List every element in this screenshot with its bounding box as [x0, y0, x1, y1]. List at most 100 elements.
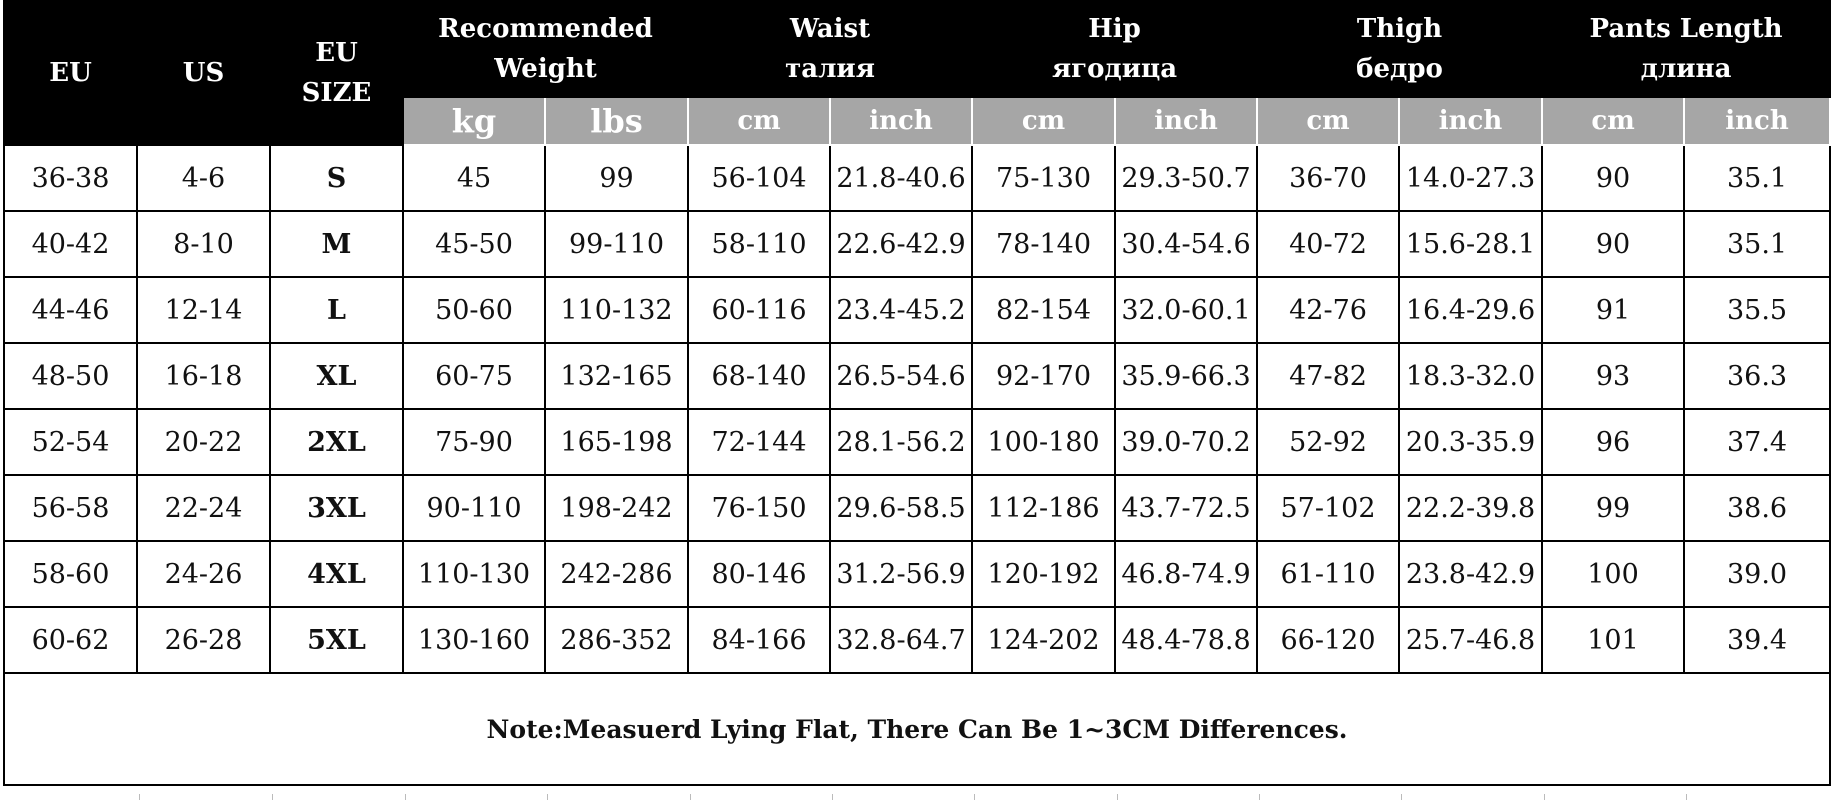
cell-waist-cm: 72-144 — [687, 408, 832, 476]
cell-thigh-inch: 23.8-42.9 — [1398, 540, 1544, 608]
header-eu: EU — [3, 0, 138, 146]
header-hip-line2: ягодица — [1051, 54, 1178, 84]
cell-hip-inch: 46.8-74.9 — [1114, 540, 1259, 608]
cell-weight-kg: 130-160 — [402, 606, 546, 674]
cell-eu-size: 5XL — [269, 606, 404, 674]
cell-length-inch: 35.1 — [1683, 210, 1832, 278]
cell-hip-inch: 32.0-60.1 — [1114, 276, 1259, 344]
header-eu-size-line2: SIZE — [301, 78, 372, 108]
cell-waist-inch: 21.8-40.6 — [829, 144, 974, 212]
cell-weight-lbs: 286-352 — [543, 606, 690, 674]
lower-gridlines — [3, 794, 1829, 800]
cell-eu-size: XL — [269, 342, 404, 410]
cell-length-inch: 39.0 — [1683, 540, 1832, 608]
cell-length-cm: 90 — [1541, 144, 1686, 212]
cell-thigh-cm: 36-70 — [1256, 144, 1401, 212]
cell-eu-size: L — [269, 276, 404, 344]
header-weight-line2: Weight — [494, 54, 597, 84]
cell-hip-cm: 124-202 — [971, 606, 1117, 674]
cell-hip-inch: 48.4-78.8 — [1114, 606, 1259, 674]
cell-weight-lbs: 99-110 — [543, 210, 690, 278]
cell-eu: 44-46 — [3, 276, 138, 344]
header-hip: Hip ягодица — [971, 0, 1259, 98]
cell-weight-lbs: 132-165 — [543, 342, 690, 410]
cell-weight-kg: 50-60 — [402, 276, 546, 344]
cell-waist-cm: 76-150 — [687, 474, 832, 542]
cell-thigh-inch: 16.4-29.6 — [1398, 276, 1544, 344]
cell-thigh-inch: 25.7-46.8 — [1398, 606, 1544, 674]
cell-hip-cm: 120-192 — [971, 540, 1117, 608]
cell-eu-size: 2XL — [269, 408, 404, 476]
cell-us: 8-10 — [136, 210, 271, 278]
gridline — [832, 794, 833, 800]
gridline — [974, 794, 975, 800]
cell-hip-cm: 112-186 — [971, 474, 1117, 542]
cell-eu: 58-60 — [3, 540, 138, 608]
gridline — [405, 794, 406, 800]
cell-us: 12-14 — [136, 276, 271, 344]
cell-length-cm: 99 — [1541, 474, 1686, 542]
cell-length-inch: 38.6 — [1683, 474, 1832, 542]
cell-weight-lbs: 165-198 — [543, 408, 690, 476]
cell-weight-kg: 90-110 — [402, 474, 546, 542]
unit-thigh-cm: cm — [1256, 96, 1401, 146]
cell-length-inch: 36.3 — [1683, 342, 1832, 410]
cell-length-cm: 91 — [1541, 276, 1686, 344]
cell-length-cm: 90 — [1541, 210, 1686, 278]
cell-waist-cm: 80-146 — [687, 540, 832, 608]
cell-us: 24-26 — [136, 540, 271, 608]
cell-us: 16-18 — [136, 342, 271, 410]
unit-lbs: lbs — [543, 96, 690, 146]
header-waist-line1: Waist — [789, 14, 871, 44]
gridline — [272, 794, 273, 800]
header-waist: Waist талия — [687, 0, 974, 98]
header-length-line2: длина — [1640, 54, 1732, 84]
cell-waist-inch: 22.6-42.9 — [829, 210, 974, 278]
cell-waist-inch: 23.4-45.2 — [829, 276, 974, 344]
cell-eu: 40-42 — [3, 210, 138, 278]
cell-eu: 36-38 — [3, 144, 138, 212]
cell-length-inch: 35.1 — [1683, 144, 1832, 212]
unit-hip-cm: cm — [971, 96, 1117, 146]
cell-us: 22-24 — [136, 474, 271, 542]
gridline — [1544, 794, 1545, 800]
table-row: 52-54 20-22 2XL 75-90 165-198 72-144 28.… — [3, 408, 1832, 476]
header-eu-size-line1: EU — [315, 38, 358, 68]
cell-hip-inch: 43.7-72.5 — [1114, 474, 1259, 542]
cell-eu: 56-58 — [3, 474, 138, 542]
table-row: 48-50 16-18 XL 60-75 132-165 68-140 26.5… — [3, 342, 1832, 410]
cell-waist-inch: 29.6-58.5 — [829, 474, 974, 542]
cell-waist-cm: 58-110 — [687, 210, 832, 278]
header-weight: Recommended Weight — [401, 0, 690, 98]
cell-hip-cm: 82-154 — [971, 276, 1117, 344]
cell-thigh-inch: 20.3-35.9 — [1398, 408, 1544, 476]
cell-eu: 60-62 — [3, 606, 138, 674]
cell-us: 26-28 — [136, 606, 271, 674]
cell-hip-inch: 39.0-70.2 — [1114, 408, 1259, 476]
gridline — [1117, 794, 1118, 800]
header-pants-length: Pants Length длина — [1541, 0, 1832, 98]
cell-thigh-inch: 22.2-39.8 — [1398, 474, 1544, 542]
cell-weight-kg: 60-75 — [402, 342, 546, 410]
cell-weight-kg: 75-90 — [402, 408, 546, 476]
cell-us: 20-22 — [136, 408, 271, 476]
unit-waist-inch: inch — [829, 96, 974, 146]
cell-waist-inch: 31.2-56.9 — [829, 540, 974, 608]
cell-thigh-cm: 42-76 — [1256, 276, 1401, 344]
cell-hip-inch: 30.4-54.6 — [1114, 210, 1259, 278]
cell-thigh-inch: 18.3-32.0 — [1398, 342, 1544, 410]
unit-hip-inch: inch — [1114, 96, 1259, 146]
cell-thigh-cm: 61-110 — [1256, 540, 1401, 608]
header-thigh: Thigh бедро — [1256, 0, 1544, 98]
table-row: 36-38 4-6 S 45 99 56-104 21.8-40.6 75-13… — [3, 144, 1832, 212]
note-row: Note:Measuerd Lying Flat, There Can Be 1… — [2, 672, 1832, 786]
cell-hip-cm: 100-180 — [971, 408, 1117, 476]
cell-weight-kg: 45-50 — [402, 210, 546, 278]
cell-length-inch: 37.4 — [1683, 408, 1832, 476]
cell-length-cm: 101 — [1541, 606, 1686, 674]
cell-eu-size: 3XL — [269, 474, 404, 542]
table-row: 58-60 24-26 4XL 110-130 242-286 80-146 3… — [3, 540, 1832, 608]
cell-hip-cm: 75-130 — [971, 144, 1117, 212]
gridline — [690, 794, 691, 800]
